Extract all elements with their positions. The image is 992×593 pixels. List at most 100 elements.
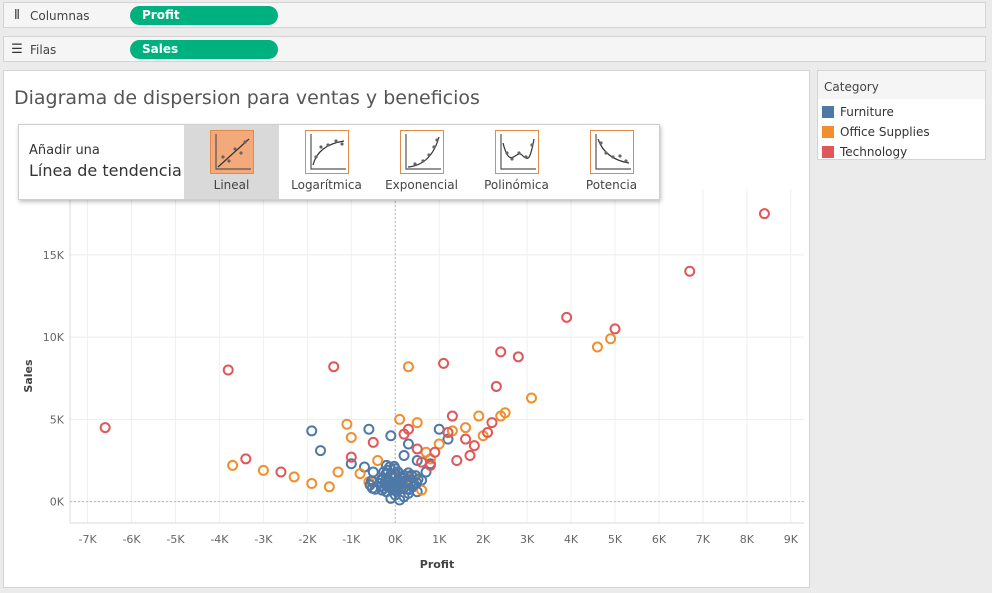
rows-shelf[interactable]: ☰ Filas Sales <box>3 36 986 62</box>
chart-title: Diagrama de dispersion para ventas y ben… <box>14 87 480 109</box>
point-office-supplies <box>306 478 318 490</box>
point-office-supplies <box>354 468 366 480</box>
x-tick-label: 6K <box>652 533 667 546</box>
point-technology <box>468 440 480 452</box>
trend-option-log[interactable]: Logarítmica <box>279 125 374 199</box>
x-tick-label: -7K <box>78 533 97 546</box>
point-technology <box>99 422 111 434</box>
trendline-panel: Añadir una Línea de tendencia Lineal Log… <box>18 124 660 200</box>
point-technology <box>222 364 234 376</box>
point-furniture <box>306 425 318 437</box>
point-furniture <box>402 438 414 450</box>
point-technology <box>429 446 441 458</box>
point-furniture <box>404 484 416 496</box>
columns-icon: ⦀ <box>14 8 20 23</box>
trend-option-exp[interactable]: Exponencial <box>374 125 469 199</box>
x-tick-label: 4K <box>564 533 579 546</box>
point-office-supplies <box>372 454 384 466</box>
point-technology <box>609 323 621 335</box>
x-tick-label: 3K <box>520 533 535 546</box>
point-technology <box>275 466 287 478</box>
trend-option-linear[interactable]: Lineal <box>184 125 279 199</box>
point-technology <box>451 454 463 466</box>
point-office-supplies <box>416 484 428 496</box>
x-tick-label: -1K <box>342 533 361 546</box>
x-tick-label: -2K <box>298 533 317 546</box>
legend-item-technology[interactable]: Technology <box>822 145 907 159</box>
office-supplies-swatch <box>822 126 834 138</box>
x-tick-label: -5K <box>166 533 185 546</box>
trend-option-poly[interactable]: Polinómica <box>469 125 564 199</box>
point-technology <box>416 456 428 468</box>
trendline-intro-small: Añadir una <box>29 143 100 158</box>
point-technology <box>758 208 770 220</box>
point-office-supplies <box>323 481 335 493</box>
legend-title: Category <box>824 80 879 94</box>
point-office-supplies <box>257 464 269 476</box>
point-office-supplies <box>402 361 414 373</box>
trend-option-power[interactable]: Potencia <box>564 125 659 199</box>
point-office-supplies <box>605 333 617 345</box>
x-tick-label: -3K <box>254 533 273 546</box>
point-technology <box>411 443 423 455</box>
point-office-supplies <box>433 438 445 450</box>
point-furniture <box>363 423 375 435</box>
point-furniture <box>384 461 396 473</box>
x-tick-label: -6K <box>122 533 141 546</box>
x-tick-label: 2K <box>476 533 491 546</box>
point-technology <box>561 311 573 323</box>
x-axis-title: Profit <box>420 558 454 571</box>
point-office-supplies <box>341 418 353 430</box>
x-tick-label: 8K <box>740 533 755 546</box>
columns-shelf-label: ⦀ Columnas <box>10 8 89 23</box>
point-technology <box>446 410 458 422</box>
x-tick-label: 9K <box>784 533 799 546</box>
rows-shelf-label: ☰ Filas <box>11 42 57 57</box>
point-office-supplies <box>227 459 239 471</box>
point-office-supplies <box>460 422 472 434</box>
point-technology <box>328 361 340 373</box>
columns-pill[interactable]: Profit <box>130 6 278 25</box>
point-office-supplies <box>473 410 485 422</box>
point-technology <box>460 433 472 445</box>
point-furniture <box>345 458 357 470</box>
point-furniture <box>398 450 410 462</box>
power-trend-icon <box>590 130 634 174</box>
point-technology <box>512 351 524 363</box>
scatter-chart[interactable]: -7K -6K -5K -4K -3K -2K -1K 0K 1K 2K 3K 4K 5K 6K 7K 8K 9… <box>4 71 809 587</box>
y-tick-label: 5K <box>50 413 65 426</box>
point-office-supplies <box>411 417 423 429</box>
technology-swatch <box>822 146 834 158</box>
point-technology <box>482 427 494 439</box>
point-technology <box>490 380 502 392</box>
logarithmic-trend-icon <box>305 130 349 174</box>
linear-trend-icon <box>210 130 254 174</box>
columns-shelf[interactable]: ⦀ Columnas Profit <box>3 2 986 28</box>
rows-pill[interactable]: Sales <box>130 40 278 59</box>
point-furniture <box>442 433 454 445</box>
point-office-supplies <box>332 466 344 478</box>
legend-item-furniture[interactable]: Furniture <box>822 105 894 119</box>
point-office-supplies <box>288 471 300 483</box>
legend-item-office-supplies[interactable]: Office Supplies <box>822 125 930 139</box>
point-technology <box>486 417 498 429</box>
point-office-supplies <box>591 341 603 353</box>
x-tick-label: -4K <box>210 533 229 546</box>
polynomial-trend-icon <box>495 130 539 174</box>
y-axis-title: Sales <box>22 359 35 393</box>
point-technology <box>240 453 252 465</box>
point-technology <box>367 436 379 448</box>
point-office-supplies <box>499 407 511 419</box>
point-technology <box>442 427 454 439</box>
point-technology <box>464 450 476 462</box>
point-technology <box>398 428 410 440</box>
y-tick-label: 15K <box>43 249 65 262</box>
point-technology <box>684 265 696 277</box>
point-technology <box>495 346 507 358</box>
rows-icon: ☰ <box>11 42 23 57</box>
y-tick-label: 10K <box>43 331 65 344</box>
point-furniture <box>385 430 397 442</box>
exponential-trend-icon <box>400 130 444 174</box>
legend-panel: Category Furniture Office Supplies Techn… <box>817 70 986 160</box>
point-furniture <box>315 445 327 457</box>
